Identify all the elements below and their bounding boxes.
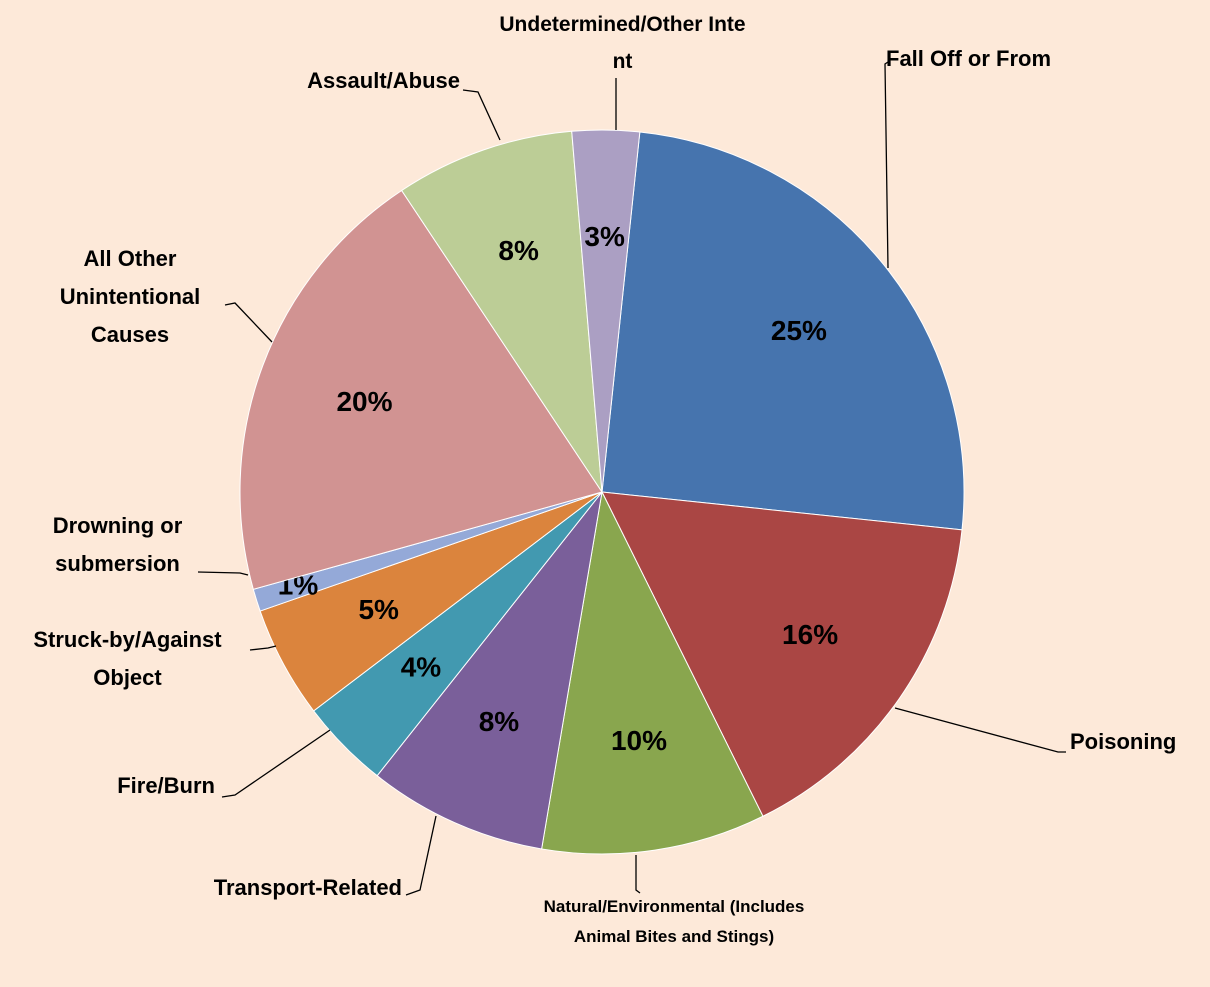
- category-label: Struck-by/Against Object: [33, 627, 222, 690]
- category-label: Fire/Burn: [117, 773, 215, 798]
- leaders: [197, 61, 1066, 896]
- category-label: Drowning or submersion: [52, 513, 183, 576]
- data-label: 20%: [336, 386, 392, 417]
- data-label: 8%: [479, 706, 520, 737]
- leader-line: [405, 815, 437, 896]
- pie-slice: [400, 130, 603, 493]
- data-label: 16%: [782, 619, 838, 650]
- pie-slice: [239, 189, 603, 590]
- pie-slice: [376, 491, 603, 850]
- data-label: 3%: [584, 221, 625, 252]
- category-label: Natural/Environmental (Includes Animal B…: [543, 897, 805, 946]
- category-label: Assault/Abuse: [307, 68, 460, 93]
- leader-line: [635, 855, 641, 894]
- data-label: 8%: [498, 235, 539, 266]
- category-label: All Other Unintentional Causes: [59, 246, 201, 347]
- pie-slice: [541, 490, 764, 855]
- leader-line: [462, 89, 501, 141]
- pie-slice: [571, 129, 641, 493]
- data-label: 10%: [611, 725, 667, 756]
- data-label: 4%: [401, 652, 442, 683]
- pie-slice: [601, 131, 965, 531]
- leader-line: [884, 61, 889, 269]
- leader-line: [197, 571, 249, 576]
- leader-line: [221, 729, 331, 798]
- category-label: Fall Off or From: [886, 46, 1051, 71]
- category-label: Transport-Related: [213, 875, 402, 900]
- leader-line: [249, 645, 277, 651]
- leader-line: [224, 302, 273, 343]
- data-label: 5%: [358, 594, 399, 625]
- leader-line: [894, 707, 1066, 753]
- data-label: 25%: [771, 315, 827, 346]
- pie-slice: [601, 491, 963, 817]
- category-label: Poisoning: [1070, 729, 1177, 754]
- category-label: Undetermined/Other Intent: [499, 13, 746, 73]
